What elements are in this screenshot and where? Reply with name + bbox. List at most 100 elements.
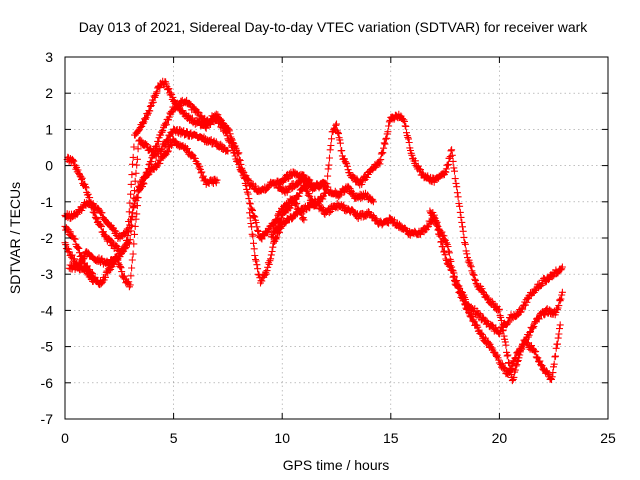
data-point (335, 130, 342, 138)
data-point (236, 157, 244, 164)
data-point (445, 249, 453, 257)
data-point (299, 215, 306, 223)
data-point (117, 264, 125, 272)
data-point (478, 285, 486, 293)
data-point (526, 328, 534, 336)
data-point (324, 172, 332, 180)
data-point (376, 160, 384, 168)
data-point (432, 219, 440, 227)
data-point (240, 173, 248, 181)
data-point (78, 176, 85, 184)
data-point (471, 275, 479, 283)
data-point (136, 136, 144, 144)
data-point (237, 160, 245, 168)
data-point (500, 363, 508, 371)
data-points (61, 77, 566, 385)
data-point (454, 193, 462, 201)
x-axis-label: GPS time / hours (283, 457, 390, 473)
data-point (466, 261, 474, 269)
data-point (122, 244, 130, 251)
data-point (124, 232, 132, 240)
data-point (519, 305, 527, 313)
data-point (300, 216, 308, 224)
data-point (509, 361, 517, 369)
data-point (518, 345, 526, 353)
data-point (156, 159, 164, 167)
data-point (385, 118, 393, 126)
data-point (301, 175, 309, 183)
data-point (65, 248, 73, 256)
data-point (105, 267, 113, 275)
data-point (254, 227, 262, 235)
y-axis-label: SDTVAR / TECUs (7, 182, 23, 294)
data-point (493, 352, 500, 360)
data-point (468, 313, 476, 321)
data-point (464, 304, 472, 312)
data-point (556, 325, 563, 333)
data-point (86, 194, 94, 202)
data-point (258, 277, 266, 285)
data-point (458, 218, 466, 226)
data-point (98, 209, 106, 217)
data-point (268, 248, 276, 255)
data-point (499, 327, 507, 335)
data-point (248, 223, 256, 231)
data-point (453, 282, 461, 290)
data-point (380, 144, 388, 152)
x-tick-label: 5 (170, 430, 178, 446)
data-point (554, 334, 562, 342)
x-tick-label: 0 (61, 430, 69, 446)
data-point (127, 190, 135, 198)
data-point (497, 317, 505, 324)
data-point (126, 281, 134, 289)
x-tick-labels: 0 5 10 15 20 25 (61, 430, 616, 446)
data-point (463, 250, 471, 258)
data-point (453, 183, 461, 191)
data-point (131, 222, 139, 230)
data-point (79, 255, 87, 263)
data-point (132, 169, 140, 177)
data-point (125, 278, 133, 286)
data-point (540, 311, 548, 319)
data-point (147, 158, 155, 166)
y-tick-label: -3 (41, 266, 54, 282)
data-point (325, 209, 333, 217)
series-track-7 (267, 110, 566, 385)
data-point (461, 239, 469, 247)
data-point (474, 323, 482, 331)
data-point (252, 219, 260, 226)
data-point (198, 168, 206, 176)
data-point (459, 297, 467, 305)
data-point (505, 318, 513, 326)
data-point (120, 272, 128, 280)
data-point (555, 302, 563, 310)
data-point (452, 179, 460, 187)
data-point (537, 281, 545, 289)
data-point (550, 360, 558, 368)
data-point (552, 344, 560, 352)
data-point (342, 159, 350, 167)
data-point (169, 93, 177, 101)
data-point (456, 288, 464, 296)
data-point (447, 257, 455, 265)
data-point (324, 183, 332, 191)
data-point (400, 116, 408, 124)
data-point (532, 353, 540, 361)
data-point (543, 367, 550, 375)
data-point (253, 261, 261, 269)
data-point (328, 135, 335, 143)
data-point (250, 239, 257, 247)
data-point (131, 187, 138, 195)
data-point (450, 269, 458, 277)
data-point (379, 149, 387, 157)
data-point (512, 362, 520, 370)
data-point (445, 247, 453, 255)
data-point (251, 213, 259, 221)
data-point (319, 206, 327, 214)
data-point (151, 151, 159, 159)
data-point (133, 202, 141, 210)
data-point (505, 359, 512, 366)
data-point (501, 364, 509, 372)
data-point (295, 192, 303, 200)
